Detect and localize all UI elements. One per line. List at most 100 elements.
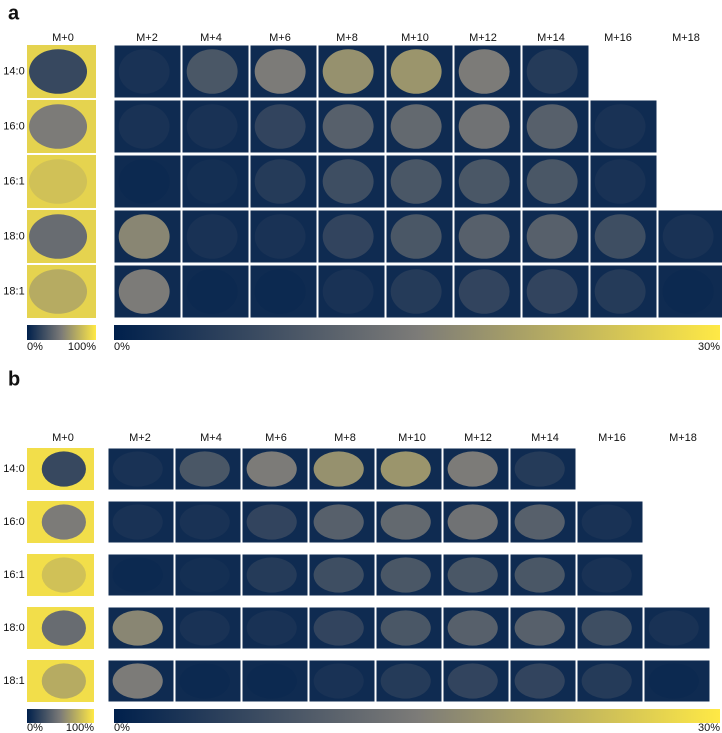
tissue bbox=[186, 159, 238, 204]
column-header: M+16 bbox=[598, 432, 626, 444]
row-label: 18:0 bbox=[3, 622, 24, 634]
tissue bbox=[458, 269, 510, 314]
row-label: 18:1 bbox=[3, 285, 24, 297]
tissue bbox=[594, 214, 646, 259]
column-header: M+16 bbox=[604, 32, 632, 44]
tissue bbox=[390, 49, 442, 94]
column-header: M+0 bbox=[52, 32, 74, 44]
tissue bbox=[581, 557, 632, 593]
tissue bbox=[254, 214, 306, 259]
column-header: M+12 bbox=[469, 32, 497, 44]
tissue bbox=[29, 159, 88, 204]
tissue bbox=[118, 269, 170, 314]
tissue bbox=[29, 269, 88, 314]
tissue bbox=[179, 663, 230, 699]
tissue bbox=[447, 663, 498, 699]
tissue bbox=[447, 504, 498, 540]
tissue bbox=[514, 557, 565, 593]
tissue bbox=[112, 451, 163, 487]
colorbar bbox=[27, 325, 96, 340]
row-label: 16:0 bbox=[3, 516, 24, 528]
tissue bbox=[29, 104, 88, 149]
tissue bbox=[662, 269, 714, 314]
tissue bbox=[118, 159, 170, 204]
row-label: 14:0 bbox=[3, 463, 24, 475]
tissue bbox=[447, 610, 498, 646]
tissue bbox=[313, 557, 364, 593]
tissue bbox=[458, 214, 510, 259]
column-header: M+18 bbox=[669, 432, 697, 444]
tissue bbox=[447, 451, 498, 487]
column-header: M+12 bbox=[464, 432, 492, 444]
column-header: M+4 bbox=[200, 32, 222, 44]
colorbar-min: 0% bbox=[114, 722, 130, 733]
tissue bbox=[41, 504, 86, 540]
column-header: M+8 bbox=[334, 432, 356, 444]
tissue bbox=[112, 663, 163, 699]
tissue bbox=[41, 451, 86, 487]
tissue bbox=[41, 557, 86, 593]
tissue bbox=[380, 610, 431, 646]
row-label: 16:1 bbox=[3, 175, 24, 187]
tissue bbox=[118, 214, 170, 259]
tissue bbox=[648, 610, 699, 646]
tissue bbox=[179, 504, 230, 540]
tissue bbox=[246, 557, 297, 593]
column-header: M+0 bbox=[52, 432, 74, 444]
tissue bbox=[29, 49, 88, 94]
tissue bbox=[186, 49, 238, 94]
column-header: M+10 bbox=[398, 432, 426, 444]
tissue bbox=[179, 557, 230, 593]
column-header: M+18 bbox=[672, 32, 700, 44]
row-label: 14:0 bbox=[3, 65, 24, 77]
colorbar-max: 30% bbox=[698, 341, 720, 353]
column-header: M+14 bbox=[531, 432, 559, 444]
tissue bbox=[322, 159, 374, 204]
tissue bbox=[118, 49, 170, 94]
tissue bbox=[514, 451, 565, 487]
tissue bbox=[322, 269, 374, 314]
tissue bbox=[514, 663, 565, 699]
tissue bbox=[526, 214, 578, 259]
row-label: 18:1 bbox=[3, 675, 24, 687]
tissue bbox=[526, 159, 578, 204]
colorbar-min: 0% bbox=[27, 341, 43, 353]
column-header: M+6 bbox=[269, 32, 291, 44]
tissue bbox=[322, 214, 374, 259]
panel-label: b bbox=[8, 368, 20, 390]
tissue bbox=[246, 663, 297, 699]
tissue bbox=[313, 610, 364, 646]
tissue bbox=[380, 504, 431, 540]
column-header: M+14 bbox=[537, 32, 565, 44]
tissue bbox=[254, 104, 306, 149]
tissue bbox=[313, 663, 364, 699]
tissue bbox=[581, 504, 632, 540]
tissue bbox=[390, 269, 442, 314]
tissue bbox=[246, 610, 297, 646]
tissue bbox=[447, 557, 498, 593]
tissue bbox=[594, 269, 646, 314]
tissue bbox=[186, 214, 238, 259]
colorbar-max: 100% bbox=[66, 722, 94, 733]
row-label: 18:0 bbox=[3, 230, 24, 242]
tissue bbox=[41, 610, 86, 646]
colorbar bbox=[114, 709, 720, 723]
colorbar-min: 0% bbox=[27, 722, 43, 733]
column-header: M+8 bbox=[336, 32, 358, 44]
tissue bbox=[526, 104, 578, 149]
tissue bbox=[390, 159, 442, 204]
colorbar-max: 30% bbox=[698, 722, 720, 733]
tissue bbox=[118, 104, 170, 149]
row-label: 16:1 bbox=[3, 569, 24, 581]
column-header: M+2 bbox=[129, 432, 151, 444]
tissue bbox=[41, 663, 86, 699]
tissue bbox=[526, 269, 578, 314]
colorbar-max: 100% bbox=[68, 341, 96, 353]
tissue bbox=[458, 159, 510, 204]
tissue bbox=[29, 214, 88, 259]
tissue bbox=[246, 451, 297, 487]
tissue bbox=[254, 159, 306, 204]
column-header: M+10 bbox=[401, 32, 429, 44]
tissue bbox=[581, 663, 632, 699]
tissue bbox=[179, 451, 230, 487]
